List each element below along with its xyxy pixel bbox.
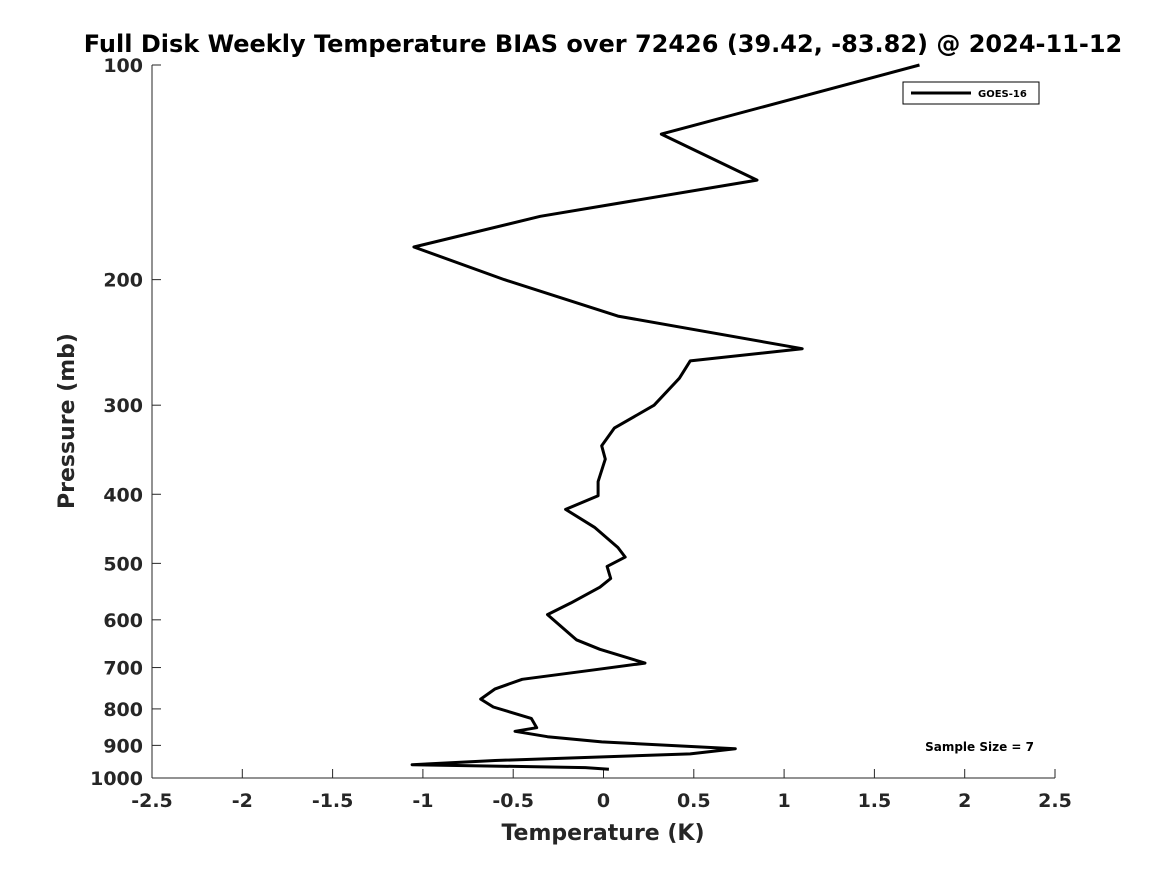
y-tick-label: 900 bbox=[103, 735, 143, 757]
x-tick-label: 0.5 bbox=[677, 790, 711, 812]
y-tick-label: 800 bbox=[103, 699, 143, 721]
y-tick-label: 100 bbox=[103, 55, 143, 77]
y-tick-label: 200 bbox=[103, 270, 143, 292]
y-tick-label: 1000 bbox=[90, 768, 143, 790]
x-tick-label: -2 bbox=[232, 790, 253, 812]
y-tick-label: 600 bbox=[103, 610, 143, 632]
series-line-goes-16 bbox=[410, 63, 920, 771]
x-tick-label: -2.5 bbox=[131, 790, 173, 812]
axes: -2.5 -2 -1.5 -1 -0.5 0 0.5 1 1.5 2 2.5 100 200 300 400… bbox=[90, 55, 1072, 812]
chart-title: Full Disk Weekly Temperature BIAS over 7… bbox=[84, 30, 1123, 58]
legend: GOES-16 bbox=[902, 81, 1040, 105]
x-tick-label: -1.5 bbox=[312, 790, 354, 812]
x-tick-label: 1.5 bbox=[858, 790, 892, 812]
plot-area bbox=[410, 63, 920, 771]
y-tick-label: 500 bbox=[103, 553, 143, 575]
x-tick-label: 1 bbox=[777, 790, 790, 812]
x-tick-label: -0.5 bbox=[492, 790, 534, 812]
x-axis-label: Temperature (K) bbox=[501, 821, 704, 846]
legend-label-goes-16: GOES-16 bbox=[978, 89, 1027, 100]
x-tick-label: 0 bbox=[597, 790, 610, 812]
y-tick-label: 400 bbox=[103, 484, 143, 506]
sample-size-annotation: Sample Size = 7 bbox=[925, 740, 1034, 754]
x-tick-label: -1 bbox=[412, 790, 433, 812]
x-tick-label: 2.5 bbox=[1038, 790, 1072, 812]
y-tick-label: 700 bbox=[103, 658, 143, 680]
y-axis-label: Pressure (mb) bbox=[55, 333, 80, 509]
x-tick-label: 2 bbox=[958, 790, 971, 812]
y-tick-label: 300 bbox=[103, 395, 143, 417]
